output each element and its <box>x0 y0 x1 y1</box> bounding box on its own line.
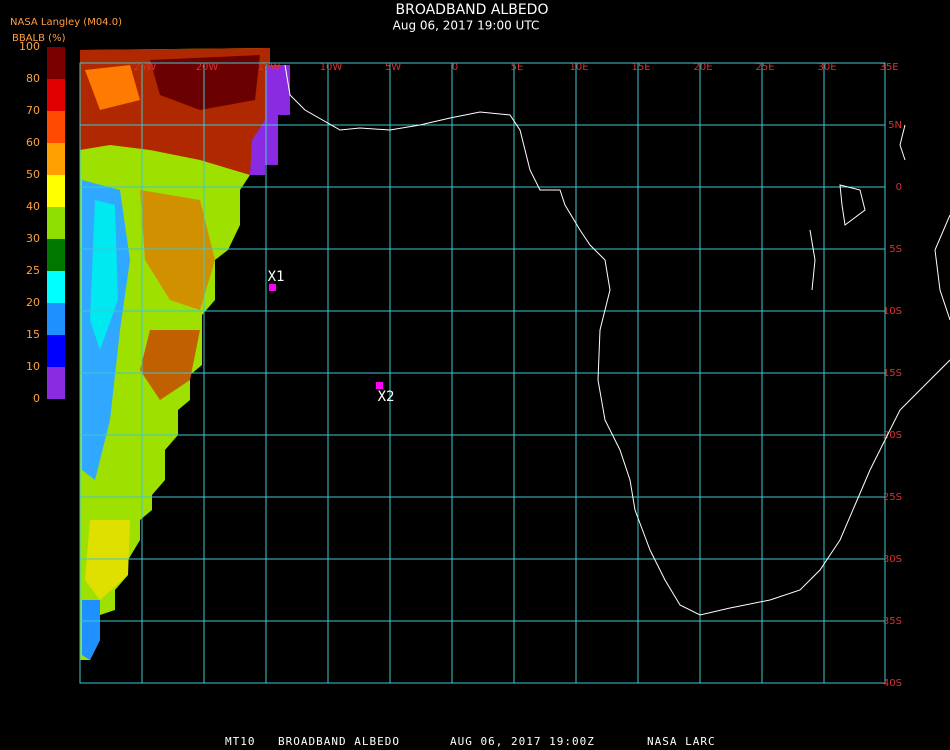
longitude-label: 25E <box>755 62 774 73</box>
latitude-label: 5S <box>889 244 902 255</box>
colorbar-band <box>47 175 65 207</box>
coastline <box>284 64 950 616</box>
colorbar-band <box>47 271 65 303</box>
longitude-label: 15E <box>631 62 650 73</box>
footer-text: MT10 <box>225 735 256 748</box>
longitude-label: 20W <box>196 62 219 73</box>
footer-text: NASA LARC <box>647 735 716 748</box>
albedo-region <box>90 200 118 350</box>
latitude-label: 5N <box>888 120 902 131</box>
title: BROADBAND ALBEDO <box>396 2 549 18</box>
albedo-region <box>85 65 140 110</box>
colorbar-label: 10 <box>26 360 40 373</box>
colorbar-label: 40 <box>26 200 40 213</box>
subtitle: Aug 06, 2017 19:00 UTC <box>393 19 540 33</box>
colorbar-label: 100 <box>19 40 40 53</box>
colorbar-label: 80 <box>26 72 40 85</box>
colorbar-label: 15 <box>26 328 40 341</box>
colorbar-band <box>47 335 65 367</box>
albedo-field <box>80 48 290 660</box>
longitude-label: 10W <box>320 62 343 73</box>
footer-text: AUG 06, 2017 19:00Z <box>450 735 595 748</box>
longitude-label: 10E <box>569 62 588 73</box>
longitude-label: 5W <box>385 62 401 73</box>
latitude-label: 20S <box>883 430 902 441</box>
colorbar-band <box>47 207 65 239</box>
latitude-label: 40S <box>883 678 902 689</box>
colorbar-label: 50 <box>26 168 40 181</box>
colorbar-label: 30 <box>26 232 40 245</box>
markers: X1 X2 <box>268 269 395 405</box>
albedo-region <box>150 55 260 110</box>
colorbar-band <box>47 367 65 399</box>
colorbar-band <box>47 79 65 111</box>
latitude-label: 15S <box>883 368 902 379</box>
longitude-label: 20E <box>693 62 712 73</box>
marker-label: X1 <box>268 269 285 285</box>
albedo-region <box>250 65 290 175</box>
longitude-label: 25W <box>134 62 157 73</box>
colorbar-label: 0 <box>33 392 40 405</box>
colorbar-label: 20 <box>26 296 40 309</box>
longitude-label: 30E <box>817 62 836 73</box>
footer-text: BROADBAND ALBEDO <box>278 735 400 748</box>
colorbar-band <box>47 239 65 271</box>
longitude-label: 0 <box>452 62 458 73</box>
latitude-label: 0 <box>896 182 902 193</box>
colorbar-label: 70 <box>26 104 40 117</box>
marker-label: X2 <box>378 389 395 405</box>
latitude-label: 25S <box>883 492 902 503</box>
latitude-label: 10S <box>883 306 902 317</box>
latitude-label: 35S <box>883 616 902 627</box>
albedo-region <box>85 520 130 600</box>
longitude-label: 5E <box>511 62 524 73</box>
longitude-label: 15W <box>258 62 281 73</box>
longitude-label: 35E <box>879 62 898 73</box>
graticule: 25W 20W 15W 10W 5W 0 5E 10E 15E 20E 25E 30E 35E 5N 0 5S… <box>79 62 902 689</box>
colorbar-label: 60 <box>26 136 40 149</box>
colorbar-band <box>47 111 65 143</box>
footer: MT10 BROADBAND ALBEDO AUG 06, 2017 19:00Z N… <box>225 735 716 748</box>
colorbar-label: 25 <box>26 264 40 277</box>
marker-point <box>269 284 276 291</box>
colorbar-band <box>47 303 65 335</box>
marker-point <box>376 382 383 389</box>
albedo-region <box>140 330 200 400</box>
legend-label: BBALB (%) <box>12 33 66 44</box>
albedo-region <box>82 600 100 660</box>
latitude-label: 30S <box>883 554 902 565</box>
legend-source: NASA Langley (M04.0) <box>10 17 122 28</box>
colorbar-band <box>47 143 65 175</box>
colorbar-band <box>47 47 65 79</box>
albedo-region <box>140 190 215 310</box>
